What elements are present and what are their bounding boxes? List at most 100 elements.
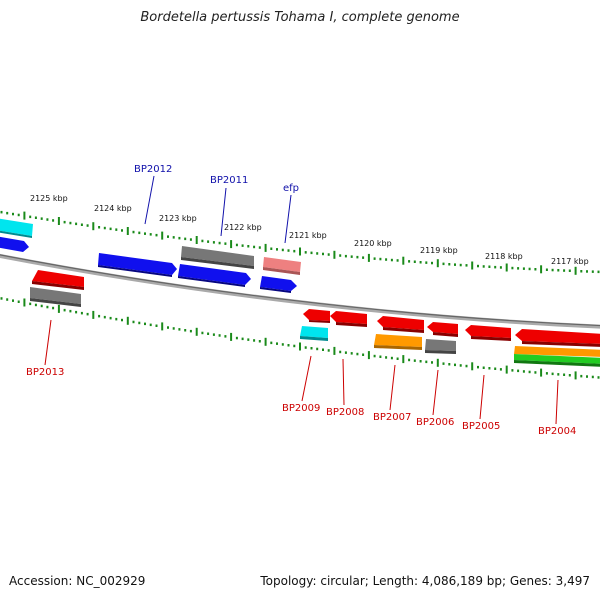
gene-label-bp2005[interactable]: BP2005 [462,421,500,432]
ruler-minor-tick [408,260,411,263]
feature-gray-bp2013[interactable] [30,287,81,304]
ruler-minor-tick [132,320,135,324]
ruler-label-2123: 2123 kbp [159,214,197,223]
ruler-minor-tick [327,349,330,352]
ruler-minor-tick [75,310,78,314]
ruler-major-tick [195,236,198,244]
feature-red-bp2007[interactable] [377,316,424,330]
ruler-major-tick [161,322,164,331]
feature-orange-bp2004[interactable] [514,346,600,357]
feature-green-bp2004[interactable] [514,354,600,364]
ruler-minor-tick [0,210,3,214]
feature-orange-bp2007[interactable] [374,334,422,347]
ruler-minor-tick [69,309,72,313]
ruler-minor-tick [276,248,278,251]
ruler-major-tick [471,362,474,371]
ruler-major-tick [126,316,129,325]
ruler-minor-tick [281,343,284,346]
ruler-minor-tick [459,364,462,367]
ruler-major-tick [436,358,439,367]
ruler-minor-tick [344,254,347,258]
ruler-major-tick [505,263,508,272]
ruler-minor-tick [218,334,221,337]
ruler-minor-tick [167,235,169,238]
ruler-minor-tick [568,374,571,377]
ruler-minor-tick [488,265,491,268]
gene-label-bp2004[interactable]: BP2004 [538,426,576,437]
feature-cyan-bp2009[interactable] [300,326,328,338]
ruler-minor-tick [52,306,55,310]
ruler-minor-tick [29,302,32,306]
ruler-minor-tick [207,240,210,243]
feature-pink-efp[interactable] [263,257,301,272]
ruler-major-tick [402,256,405,265]
ruler-minor-tick [511,266,514,270]
feature-red-bp2004[interactable] [515,329,600,344]
ruler-minor-tick [86,224,89,227]
ruler-minor-tick [563,373,566,376]
feature-red-bp2013[interactable] [32,270,84,287]
ruler-minor-tick [270,247,273,250]
feature-gray-bp2011[interactable] [181,246,254,266]
gene-label-efp[interactable]: efp [283,183,299,194]
ruler-minor-tick [241,244,244,247]
feature-red-bp2009[interactable] [303,309,330,321]
feature-blue-efp[interactable] [260,276,297,291]
ruler-minor-tick [511,369,514,372]
ruler-minor-tick [356,352,359,356]
ruler-minor-tick [98,226,101,229]
ruler-major-tick [505,365,508,374]
ruler-major-tick [574,371,577,380]
ruler-major-tick [574,266,577,275]
ruler-minor-tick [253,339,256,342]
ruler-minor-tick [29,215,32,219]
ruler-minor-tick [224,242,227,245]
ruler-major-tick [540,265,543,274]
gene-label-bp2011[interactable]: BP2011 [210,175,248,186]
ruler-minor-tick [40,217,43,220]
ruler-minor-tick [63,220,66,224]
feature-red-bp2006[interactable] [427,322,458,334]
ruler-minor-tick [477,365,479,369]
ruler-label-2121: 2121 kbp [289,231,327,240]
gene-label-bp2006[interactable]: BP2006 [416,417,454,428]
ruler-minor-tick [322,348,324,351]
ruler-minor-tick [419,360,422,363]
ruler-minor-tick [201,331,204,335]
feature-blue-bp2012[interactable] [98,253,177,275]
ruler-minor-tick [448,263,451,266]
ruler-minor-tick [276,342,278,345]
ruler-minor-tick [477,264,479,268]
gene-label-bp2013[interactable]: BP2013 [26,367,64,378]
features-forward [0,218,301,307]
ruler-minor-tick [12,212,14,216]
ruler-minor-tick [46,218,49,221]
ruler-label-2118: 2118 kbp [485,252,523,261]
gene-label-bp2007[interactable]: BP2007 [373,412,411,423]
ruler-major-tick [92,222,95,231]
gene-label-bp2012[interactable]: BP2012 [134,164,172,175]
ruler-minor-tick [115,228,118,231]
feature-red-bp2008[interactable] [330,311,367,324]
ruler-major-tick [333,250,336,259]
gene-labels: BP2012 BP2011 efp BP2013 BP2009 BP2008 B… [26,164,576,437]
ruler-major-tick [23,211,26,220]
ruler-minor-tick [6,298,9,301]
gene-label-bp2009[interactable]: BP2009 [282,403,320,414]
feature-gray-bp2006[interactable] [425,339,456,351]
ruler-major-tick [402,355,405,364]
feature-blue-left[interactable] [0,236,29,252]
accession-label: Accession: NC_002929 [9,574,146,588]
feature-blue-bp2011[interactable] [178,264,251,285]
ruler-minor-tick [534,371,537,374]
ruler-minor-tick [172,236,175,239]
feature-cyan-left[interactable] [0,218,33,236]
feature-red-bp2005[interactable] [465,325,511,338]
gene-label-bp2008[interactable]: BP2008 [326,407,364,418]
ruler-minor-tick [167,326,169,329]
ruler-minor-tick [247,245,250,248]
ruler-minor-tick [184,329,187,332]
ruler-minor-tick [253,245,256,249]
ruler-minor-tick [396,357,399,360]
